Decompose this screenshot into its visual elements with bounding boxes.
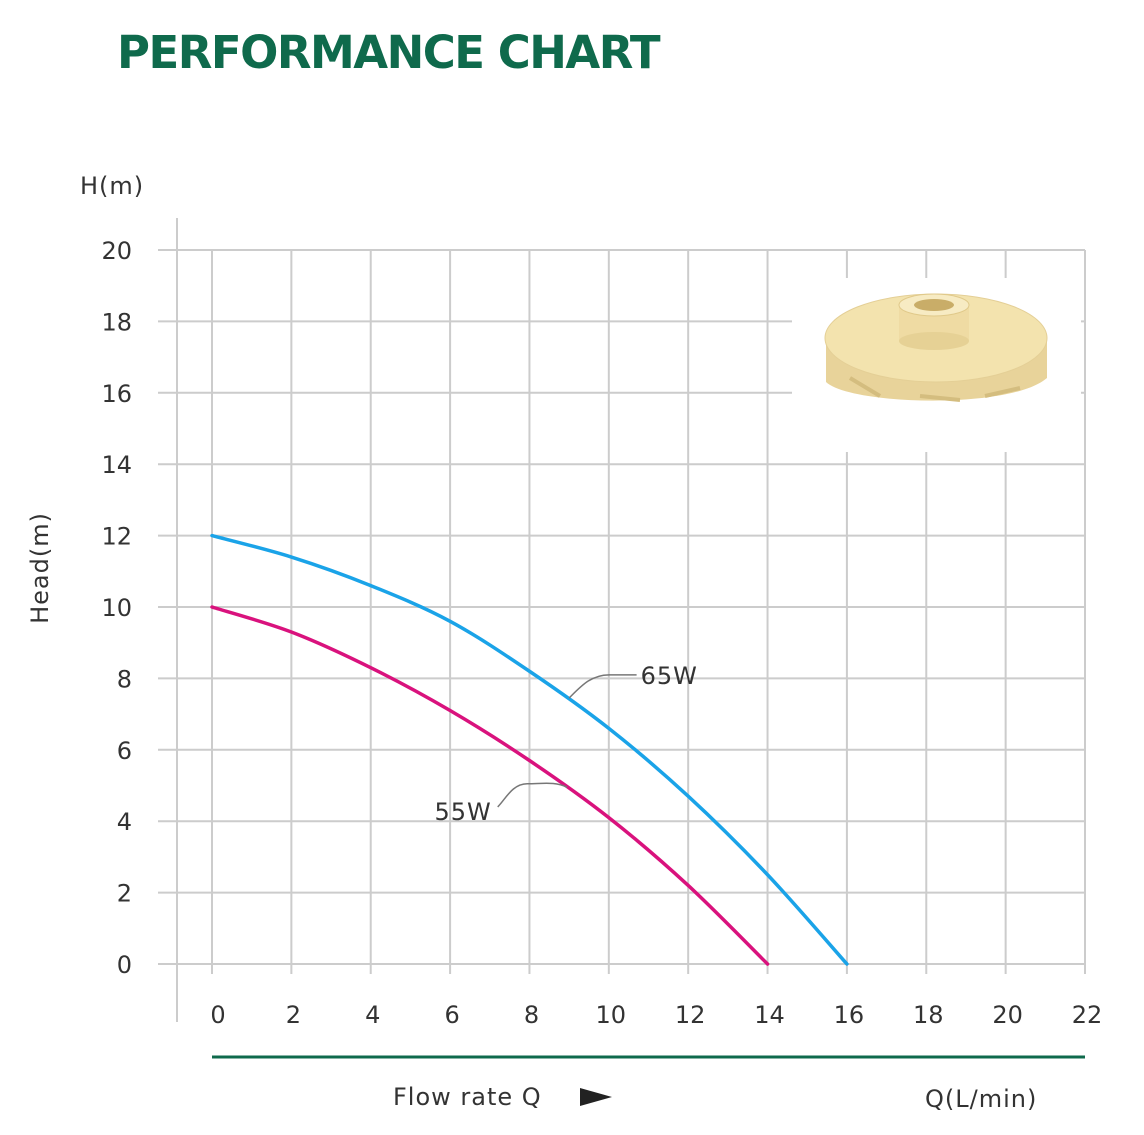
x-tick-label: 6 [444, 1001, 459, 1029]
x-tick-label: 8 [524, 1001, 539, 1029]
impeller-hub-hole [914, 299, 954, 311]
series-label-55W: 55W [434, 798, 491, 826]
y-unit-label: H(m) [80, 172, 144, 200]
y-tick-label: 14 [101, 451, 132, 479]
series-label-65W: 65W [641, 662, 698, 690]
x-tick-label: 2 [286, 1001, 301, 1029]
x-tick-label: 20 [992, 1001, 1023, 1029]
impeller-hub-base [899, 332, 969, 350]
y-tick-label: 20 [101, 237, 132, 265]
series-line-65W [210, 533, 849, 966]
x-tick-label: 18 [913, 1001, 944, 1029]
leader-line-65W [568, 674, 637, 699]
tick-labels: 0 2 4 6 8 10 12 14 16 18 20 0 2 4 6 8 10 12 14 16 18 20 22 [101, 237, 1102, 1029]
x-tick-label: 4 [365, 1001, 380, 1029]
page-title: PERFORMANCE CHART [117, 26, 661, 79]
x-tick-label: 12 [675, 1001, 706, 1029]
y-tick-label: 10 [101, 594, 132, 622]
x-tick-label: 14 [754, 1001, 785, 1029]
x-tick-label: 16 [834, 1001, 865, 1029]
leader-line-55W [497, 782, 568, 808]
y-tick-label: 6 [117, 737, 132, 765]
y-tick-label: 16 [101, 380, 132, 408]
x-unit-label: Q(L/min) [925, 1085, 1037, 1113]
y-tick-label: 0 [117, 951, 132, 979]
y-tick-label: 18 [101, 308, 132, 336]
right-arrow-icon [580, 1088, 612, 1106]
x-axis-label: Flow rate Q [393, 1083, 542, 1111]
series-line-55W [210, 605, 770, 966]
x-tick-label: 22 [1072, 1001, 1103, 1029]
y-tick-label: 8 [117, 665, 132, 693]
impeller-vanes [848, 376, 1021, 402]
impeller-image [792, 278, 1081, 452]
x-tick-label: 10 [596, 1001, 627, 1029]
series-lines: 65W 55W [210, 533, 849, 966]
y-axis-label: Head(m) [26, 512, 54, 624]
y-tick-label: 12 [101, 523, 132, 551]
y-tick-label: 2 [117, 880, 132, 908]
y-tick-label: 4 [117, 808, 132, 836]
x-tick-label: 0 [210, 1001, 225, 1029]
